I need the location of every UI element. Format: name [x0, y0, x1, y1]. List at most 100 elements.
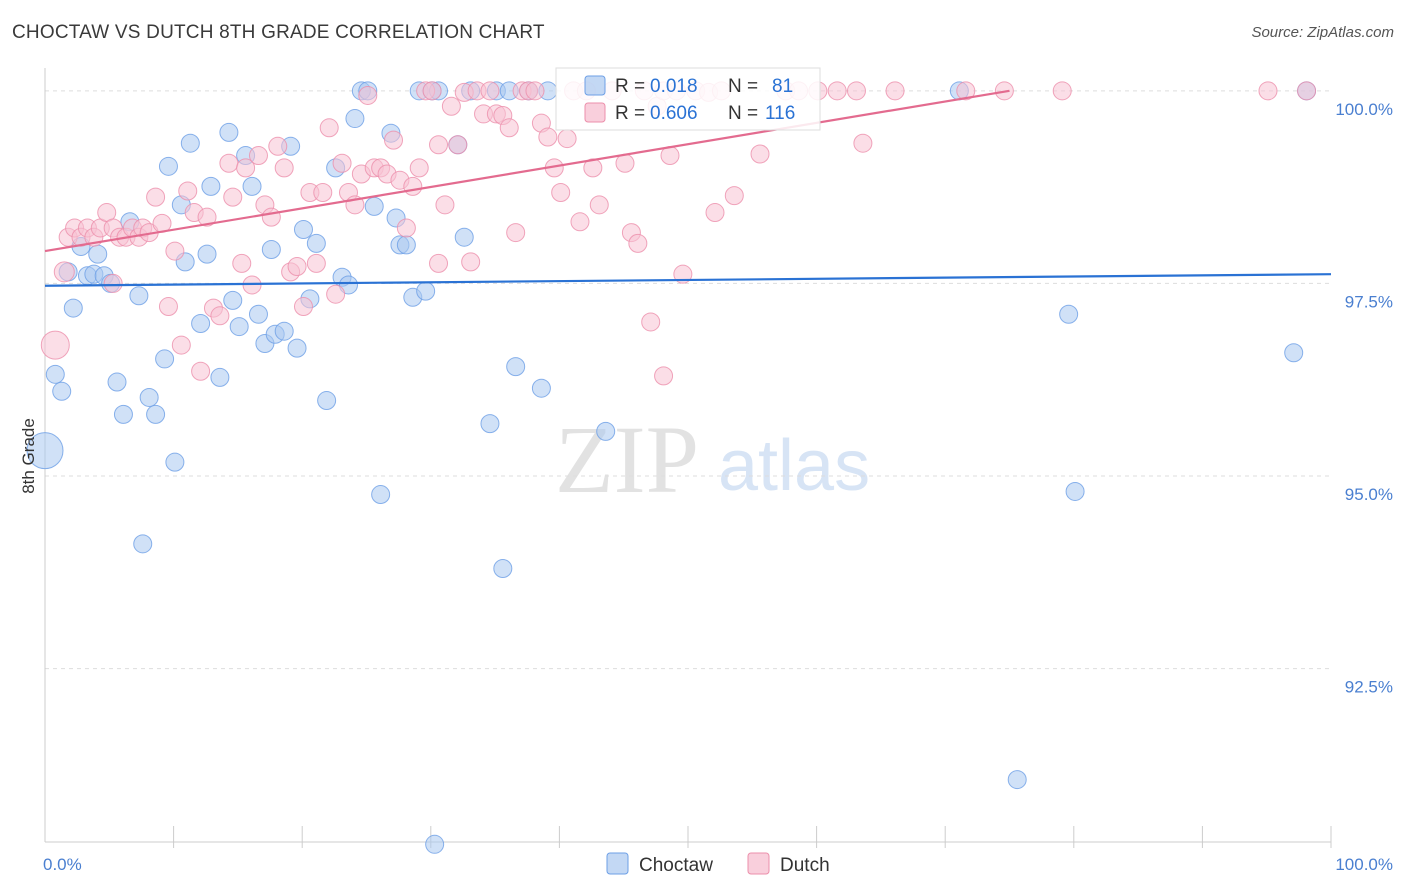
dutch-point-39 [287, 256, 307, 276]
dutch-point-27 [210, 306, 230, 326]
dutch-point-73 [499, 118, 519, 138]
dutch-point-63 [435, 195, 455, 215]
choctaw-point-29 [223, 290, 243, 310]
choctaw-point-24 [191, 313, 211, 333]
dutch-point-74 [506, 223, 526, 243]
trend-lines [44, 89, 1332, 287]
dutch-point-82 [557, 129, 577, 149]
dutch-point-21 [171, 335, 191, 355]
choctaw-point-76 [1065, 481, 1085, 501]
dutch-point-44 [319, 118, 339, 138]
choctaw-points [26, 81, 1317, 854]
chart-title: CHOCTAW VS DUTCH 8TH GRADE CORRELATION C… [12, 22, 545, 43]
dutch-point-113 [1052, 81, 1072, 101]
dutch-point-46 [332, 153, 352, 173]
choctaw-point-63 [454, 227, 474, 247]
x-tick-label-1: 100.0% [1335, 855, 1393, 874]
dutch-point-114 [1258, 81, 1278, 101]
dutch-point-50 [358, 85, 378, 105]
dutch-r-label: R = [615, 103, 645, 124]
dutch-point-45 [326, 284, 346, 304]
dutch-n-label: N = [728, 103, 758, 124]
choctaw-point-16 [139, 387, 159, 407]
dutch-point-91 [628, 233, 648, 253]
dutch-point-17 [146, 187, 166, 207]
watermark-atlas: atlas [718, 426, 870, 506]
legend-choctaw-swatch [606, 852, 629, 875]
choctaw-point-51 [371, 485, 391, 505]
legend-item-dutch[interactable]: Dutch [747, 852, 830, 876]
choctaw-swatch [584, 75, 606, 96]
dutch-point-116 [705, 203, 725, 223]
dutch-point-79 [538, 127, 558, 147]
dutch-point-57 [403, 176, 423, 196]
legend-dutch-swatch [747, 852, 770, 875]
dutch-point-87 [589, 195, 609, 215]
choctaw-point-40 [293, 219, 313, 239]
dutch-point-77 [525, 81, 545, 101]
stats-row-choctaw: R = 0.018 N = 81 [584, 75, 793, 97]
dutch-point-22 [178, 181, 198, 201]
dutch-point-35 [261, 207, 281, 227]
dutch-point-19 [158, 297, 178, 317]
dutch-point-29 [223, 187, 243, 207]
choctaw-point-30 [229, 317, 249, 337]
stats-legend: R = 0.018 N = 81 R = 0.606 N = 116 [555, 67, 821, 131]
choctaw-n-value: 81 [772, 76, 793, 97]
legend-choctaw-label: Choctaw [639, 855, 713, 876]
dutch-n-value: 116 [765, 103, 795, 124]
y-tick-labels: 100.0% 97.5% 95.0% 92.5% [1335, 100, 1393, 697]
choctaw-point-37 [274, 321, 294, 341]
dutch-point-28 [219, 153, 239, 173]
choctaw-n-label: N = [728, 76, 758, 97]
x-tick-label-0: 0.0% [43, 855, 82, 874]
choctaw-r-value: 0.018 [650, 76, 698, 97]
dutch-point-25 [197, 207, 217, 227]
dutch-point-37 [274, 158, 294, 178]
dutch-point-84 [570, 212, 590, 232]
dutch-point-30 [232, 253, 252, 273]
choctaw-point-26 [201, 176, 221, 196]
dutch-point-93 [641, 312, 661, 332]
choctaw-trend-line [44, 273, 1332, 287]
choctaw-point-20 [165, 452, 185, 472]
choctaw-point-25 [197, 244, 217, 264]
y-tick-label-2: 95.0% [1345, 485, 1393, 504]
choctaw-point-75 [1059, 304, 1079, 324]
choctaw-point-18 [155, 349, 175, 369]
choctaw-point-17 [146, 404, 166, 424]
dutch-point-62 [429, 253, 449, 273]
choctaw-point-27 [210, 367, 230, 387]
choctaw-point-78 [1284, 343, 1304, 363]
dutch-point-31 [236, 158, 256, 178]
dutch-point-102 [724, 186, 744, 206]
choctaw-point-19 [158, 156, 178, 176]
choctaw-point-12 [113, 404, 133, 424]
legend-item-choctaw[interactable]: Choctaw [606, 852, 713, 876]
dutch-point-98 [673, 264, 693, 284]
dutch-trend-line [44, 89, 1010, 253]
watermark: ZIP atlas [555, 406, 870, 513]
source-label[interactable]: Source: ZipAtlas.com [1251, 24, 1394, 41]
dutch-point-111 [956, 81, 976, 101]
dutch-point-9 [103, 273, 123, 293]
dutch-r-value: 0.606 [650, 103, 698, 124]
dutch-points [40, 81, 1317, 386]
dutch-point-40 [293, 297, 313, 317]
choctaw-point-39 [287, 338, 307, 358]
y-tick-label-3: 92.5% [1345, 678, 1393, 697]
choctaw-point-65 [480, 414, 500, 434]
choctaw-point-46 [338, 275, 358, 295]
dutch-point-36 [268, 136, 288, 156]
dutch-swatch [584, 102, 606, 123]
dutch-point-0 [40, 330, 70, 360]
choctaw-point-1 [45, 364, 65, 384]
dutch-point-61 [429, 135, 449, 155]
series-legend: Choctaw Dutch [606, 852, 830, 876]
dutch-point-54 [384, 130, 404, 150]
legend-dutch-label: Dutch [780, 855, 830, 876]
choctaw-point-73 [596, 421, 616, 441]
choctaw-point-2 [52, 381, 72, 401]
dutch-point-117 [654, 366, 674, 386]
